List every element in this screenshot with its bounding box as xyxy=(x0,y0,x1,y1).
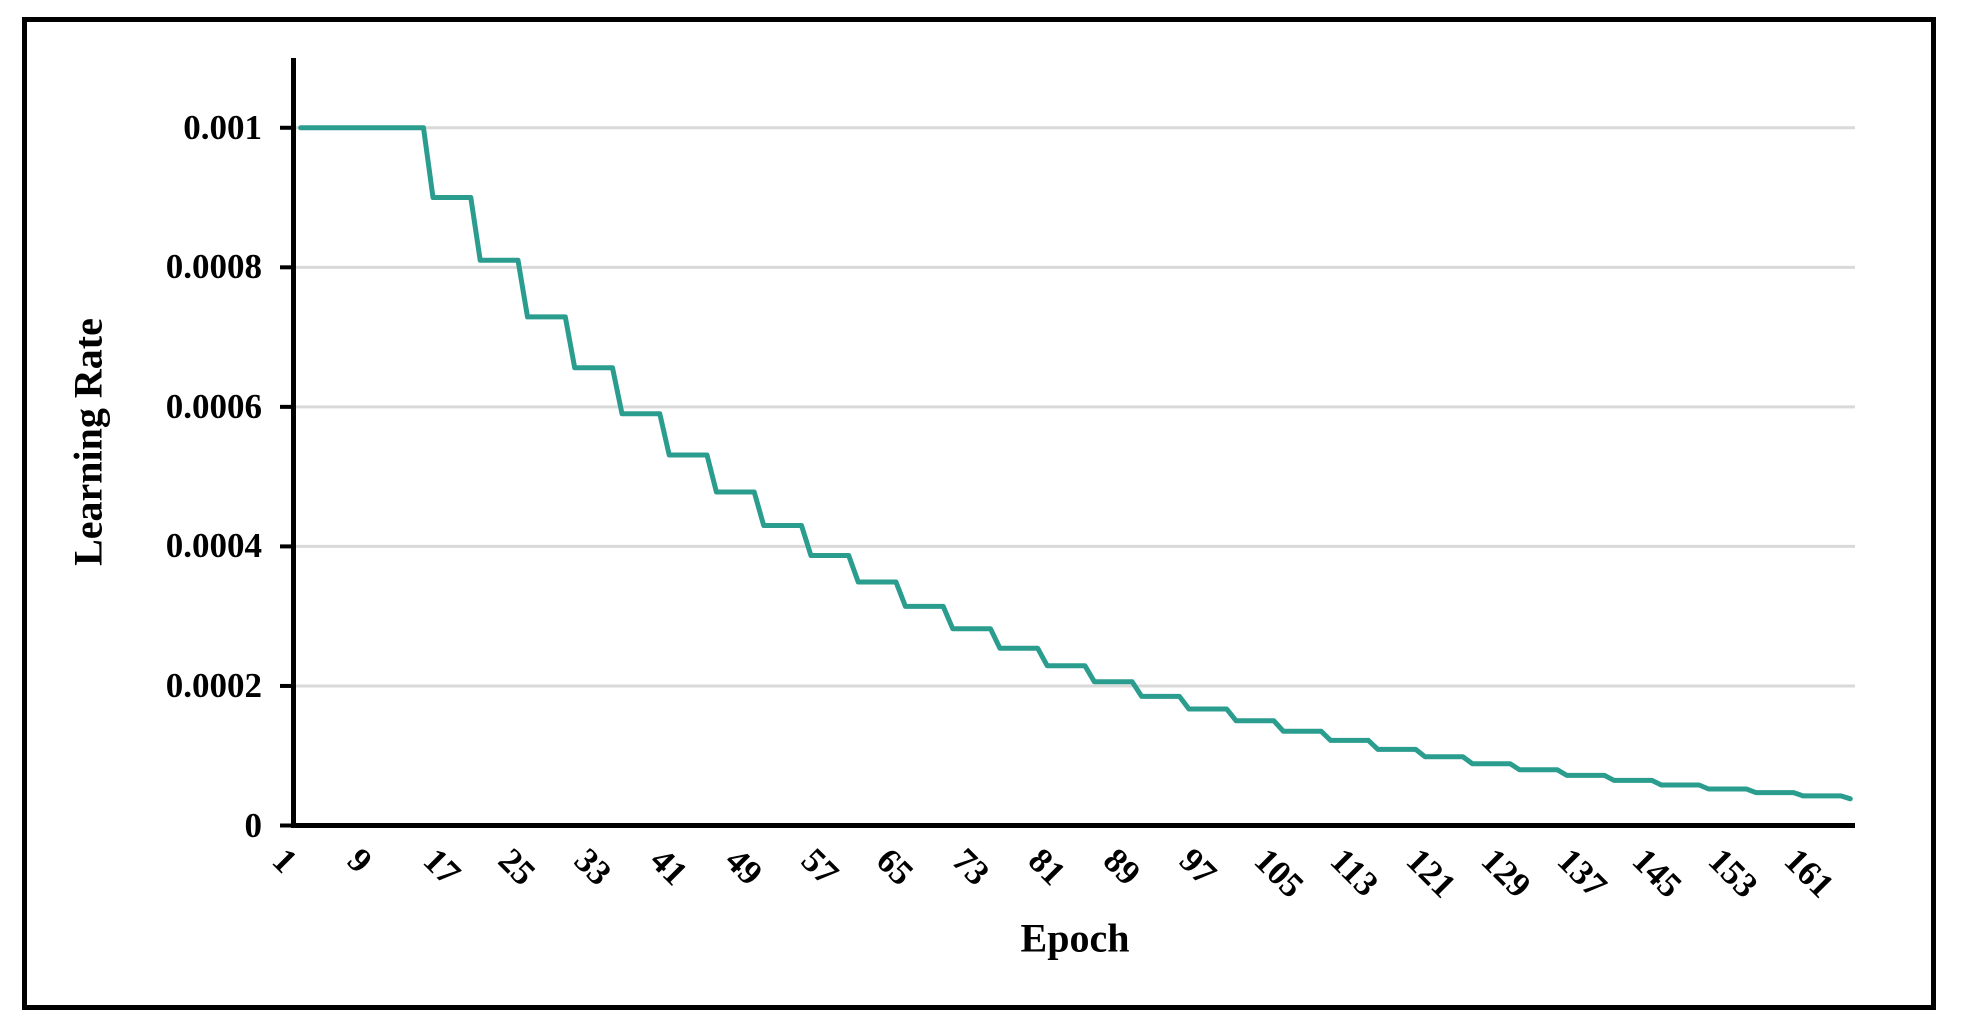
y-tick-label: 0.0002 xyxy=(165,665,262,705)
y-tick-label: 0.001 xyxy=(183,107,262,147)
learning-rate-line xyxy=(298,125,1853,802)
y-tick-label: 0.0004 xyxy=(165,526,262,566)
y-axis-title: Learning Rate xyxy=(65,318,111,566)
y-tick-label: 0.0008 xyxy=(165,247,262,287)
x-axis-title: Epoch xyxy=(1020,915,1130,961)
y-tick-label: 0 xyxy=(244,805,263,845)
y-tick-label: 0.0006 xyxy=(165,386,262,426)
chart-frame xyxy=(22,17,1936,1010)
